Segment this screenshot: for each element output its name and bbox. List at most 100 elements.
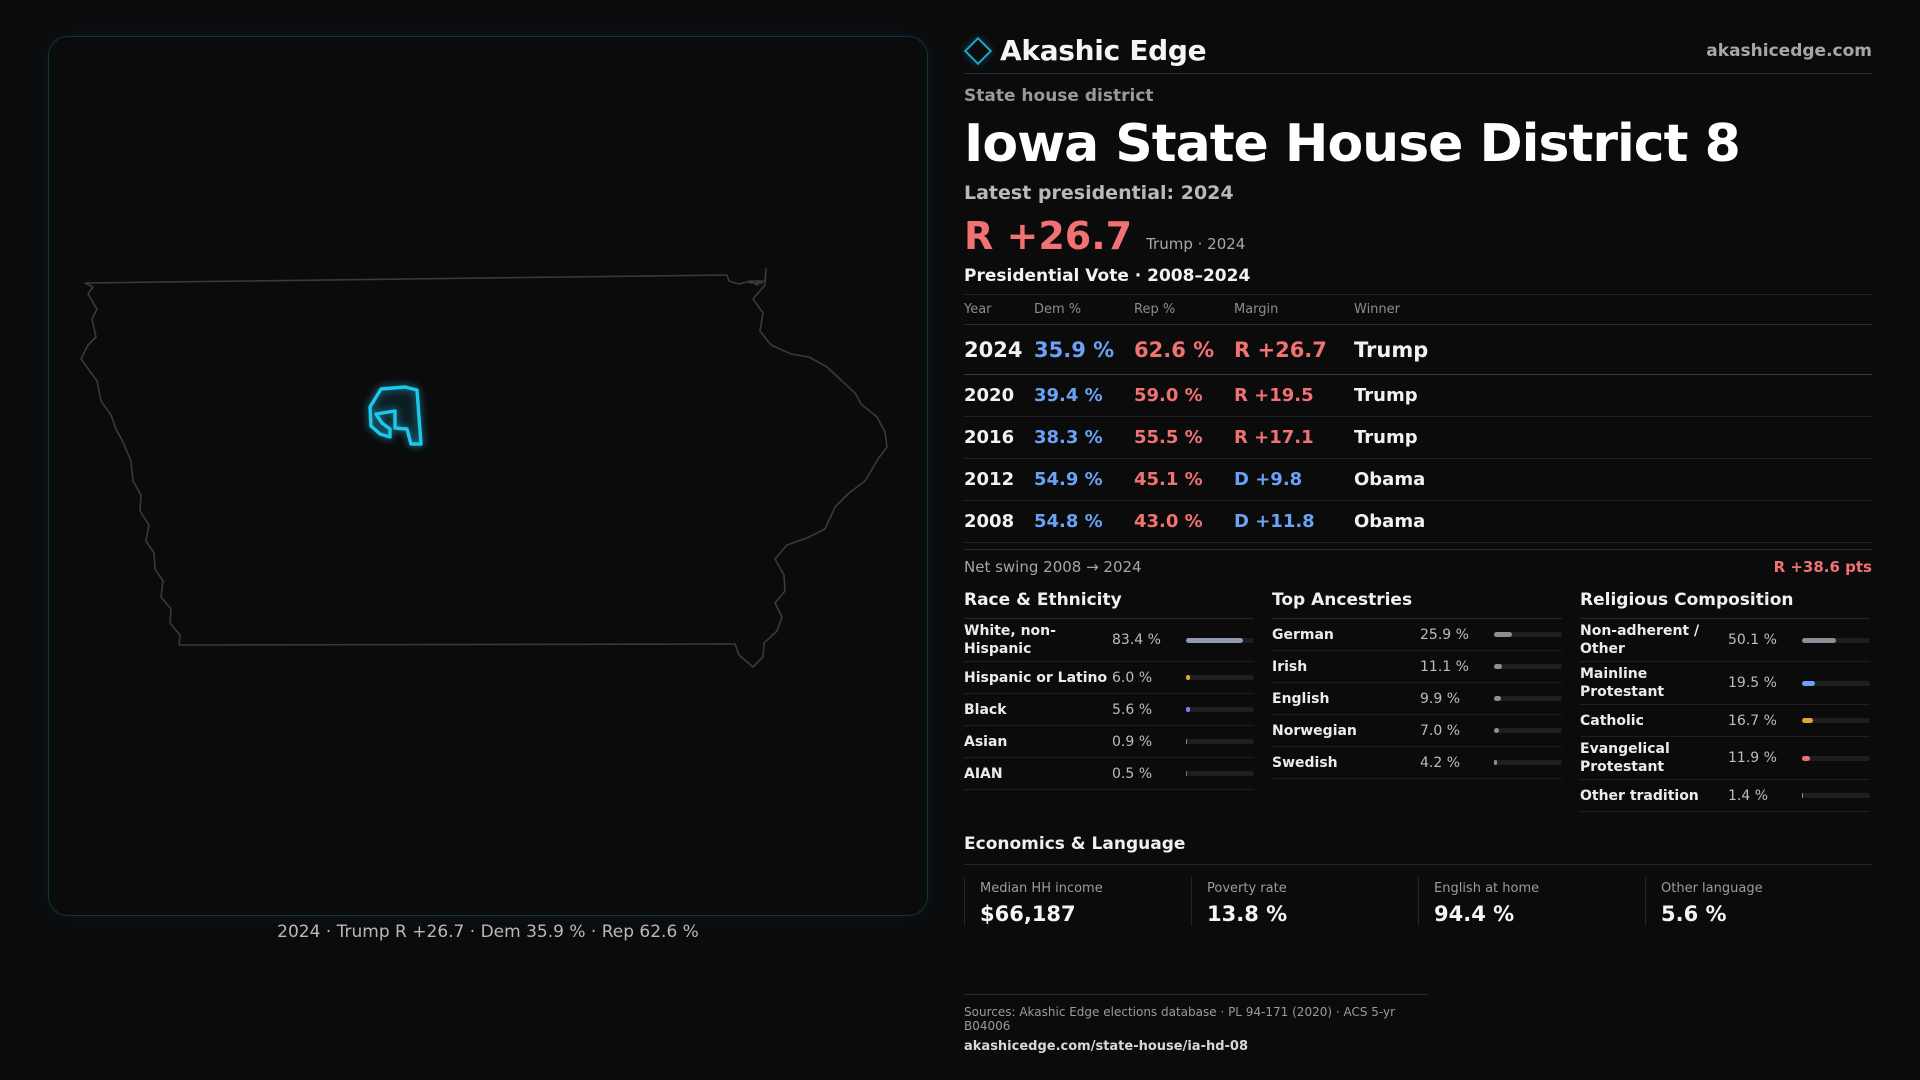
list-item: Hispanic or Latino 6.0 %	[964, 662, 1254, 694]
stat-value: 94.4 %	[1434, 902, 1515, 926]
list-item: Catholic 16.7 %	[1580, 705, 1870, 737]
item-value: 19.5 %	[1728, 675, 1777, 691]
share-bar-fill	[1494, 664, 1502, 669]
map-panel[interactable]	[48, 36, 928, 916]
share-bar	[1186, 707, 1254, 712]
item-value: 11.9 %	[1728, 750, 1777, 766]
list-item: Irish 11.1 %	[1272, 651, 1562, 683]
item-label: German	[1272, 626, 1334, 643]
share-bar	[1802, 680, 1870, 686]
winner-cell: Obama	[1354, 458, 1872, 501]
dem-cell: 54.8 %	[1034, 500, 1134, 543]
section-title: Race & Ethnicity	[964, 590, 1254, 619]
share-bar-fill	[1802, 718, 1814, 723]
item-value: 25.9 %	[1420, 626, 1469, 643]
share-bar-fill	[1494, 728, 1499, 733]
stat-label: Other language	[1661, 881, 1763, 896]
presidential-vote-table: Year Dem % Rep % Margin Winner 2024 35.9…	[964, 294, 1872, 543]
share-bar	[1494, 728, 1562, 733]
list-item: Norwegian 7.0 %	[1272, 715, 1562, 747]
dem-cell: 54.9 %	[1034, 458, 1134, 501]
rep-cell: 62.6 %	[1134, 324, 1234, 375]
item-value: 0.5 %	[1112, 765, 1153, 782]
net-swing-label: Net swing 2008 → 2024	[964, 558, 1142, 576]
margin-cell: R +26.7	[1234, 324, 1354, 375]
rep-cell: 55.5 %	[1134, 416, 1234, 459]
winner-cell: Trump	[1354, 416, 1872, 459]
winner-cell: Trump	[1354, 324, 1872, 375]
item-label: Other tradition	[1580, 787, 1699, 804]
share-bar-fill	[1802, 680, 1816, 686]
share-bar-fill	[1494, 760, 1497, 765]
winner-cell: Trump	[1354, 374, 1872, 417]
headline-winner: Trump · 2024	[1146, 235, 1246, 253]
header-winner: Winner	[1354, 294, 1872, 325]
table-row: 2020 39.4 % 59.0 % R +19.5 Trump	[964, 374, 1872, 417]
margin-cell: R +17.1	[1234, 416, 1354, 459]
share-bar-fill	[1186, 707, 1190, 712]
section-title: Top Ancestries	[1272, 590, 1562, 619]
sources-text: Sources: Akashic Edge elections database…	[964, 1005, 1396, 1033]
margin-cell: R +19.5	[1234, 374, 1354, 417]
list-item: Evangelical Protestant 11.9 %	[1580, 737, 1870, 780]
share-bar-fill	[1186, 637, 1243, 643]
share-bar-fill	[1186, 739, 1188, 744]
share-bar	[1802, 718, 1870, 723]
share-bar-fill	[1802, 793, 1804, 798]
economics-language-title: Economics & Language	[964, 834, 1872, 865]
district-8-outline[interactable]	[368, 385, 423, 446]
table-row: 2024 35.9 % 62.6 % R +26.7 Trump	[964, 324, 1872, 375]
share-bar	[1494, 760, 1562, 765]
page-url-link[interactable]: akashicedge.com/state-house/ia-hd-08	[964, 1039, 1249, 1054]
share-bar-fill	[1494, 696, 1501, 701]
dem-cell: 38.3 %	[1034, 416, 1134, 459]
share-bar	[1494, 696, 1562, 701]
list-item: AIAN 0.5 %	[964, 758, 1254, 790]
page-title: Iowa State House District 8	[964, 114, 1741, 174]
share-bar	[1494, 664, 1562, 669]
stat-label: Poverty rate	[1207, 881, 1287, 896]
item-label: Catholic	[1580, 712, 1644, 729]
list-item: White, non-Hispanic 83.4 %	[964, 619, 1254, 662]
net-swing-row: Net swing 2008 → 2024 R +38.6 pts	[964, 549, 1872, 576]
stat-card: Poverty rate 13.8 %	[1191, 877, 1418, 926]
share-bar	[1802, 755, 1870, 761]
brand-url-link[interactable]: akashicedge.com	[1706, 40, 1872, 61]
item-label: Norwegian	[1272, 722, 1357, 739]
district-type: State house district	[964, 86, 1154, 106]
header-rep: Rep %	[1134, 294, 1234, 325]
share-bar-fill	[1802, 755, 1811, 761]
share-bar	[1186, 637, 1254, 643]
economics-stats: Median HH income $66,187 Poverty rate 13…	[964, 877, 1872, 926]
list-item: German 25.9 %	[1272, 619, 1562, 651]
info-panel: Akashic Edge akashicedge.com State house…	[963, 28, 1872, 926]
stat-card: Other language 5.6 %	[1645, 877, 1872, 926]
item-label: Asian	[964, 733, 1008, 750]
item-label: AIAN	[964, 765, 1003, 782]
race-ethnicity-section: Race & Ethnicity White, non-Hispanic 83.…	[964, 590, 1254, 812]
header-margin: Margin	[1234, 294, 1354, 325]
year-cell: 2024	[964, 324, 1034, 375]
item-label: Non-adherent / Other	[1580, 623, 1700, 657]
list-item: Swedish 4.2 %	[1272, 747, 1562, 779]
item-value: 7.0 %	[1420, 722, 1461, 739]
margin-cell: D +11.8	[1234, 500, 1354, 543]
item-value: 4.2 %	[1420, 754, 1461, 771]
share-bar	[1494, 632, 1562, 637]
item-label: Evangelical Protestant	[1580, 741, 1670, 775]
winner-cell: Obama	[1354, 500, 1872, 543]
table-row: 2008 54.8 % 43.0 % D +11.8 Obama	[964, 500, 1872, 543]
item-label: Black	[964, 701, 1007, 718]
rep-cell: 45.1 %	[1134, 458, 1234, 501]
list-item: Asian 0.9 %	[964, 726, 1254, 758]
district-map[interactable]	[49, 37, 929, 917]
religious-composition-section: Religious Composition Non-adherent / Oth…	[1580, 590, 1870, 812]
share-bar	[1186, 739, 1254, 744]
headline-margin-row: R +26.7 Trump · 2024	[964, 214, 1872, 258]
table-header-row: Year Dem % Rep % Margin Winner	[964, 294, 1872, 325]
rep-cell: 43.0 %	[1134, 500, 1234, 543]
item-value: 83.4 %	[1112, 632, 1161, 648]
share-bar-fill	[1802, 637, 1837, 643]
dem-cell: 35.9 %	[1034, 324, 1134, 375]
iowa-state-outline	[80, 268, 888, 668]
